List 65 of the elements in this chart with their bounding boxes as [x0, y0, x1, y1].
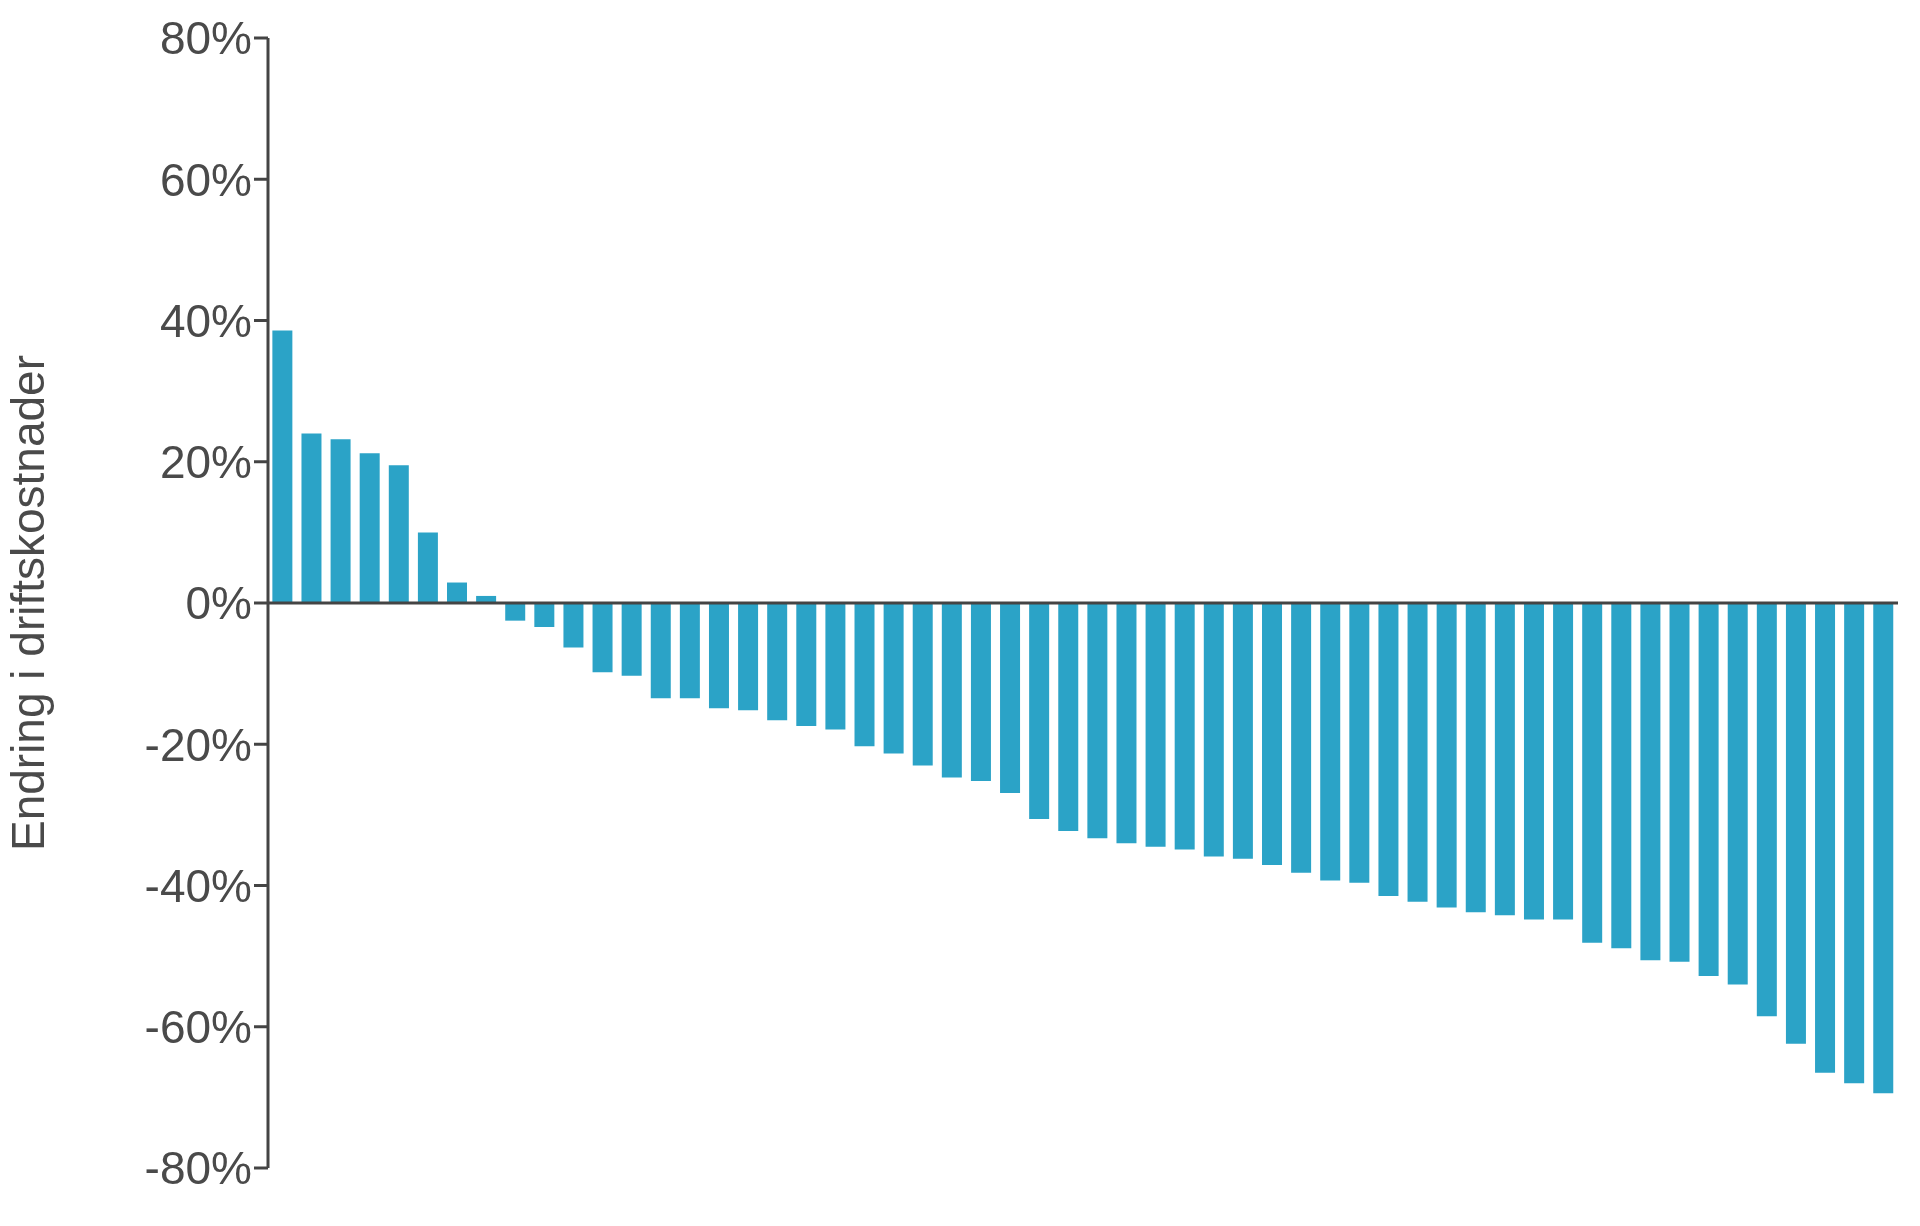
- bar: [330, 439, 351, 603]
- bar: [272, 330, 293, 603]
- bar: [854, 603, 875, 747]
- bar: [1756, 603, 1777, 1017]
- bar: [1087, 603, 1108, 839]
- y-tick-label: 20%: [159, 436, 252, 489]
- bar: [1174, 603, 1195, 850]
- bar: [767, 603, 788, 721]
- bar: [1873, 603, 1894, 1094]
- bar: [825, 603, 846, 730]
- bar: [1407, 603, 1428, 902]
- bar: [1029, 603, 1050, 820]
- bar: [1232, 603, 1253, 859]
- y-tick-label: -20%: [144, 718, 252, 771]
- bar: [301, 433, 322, 603]
- bar: [417, 532, 438, 603]
- y-tick-label: -60%: [144, 1001, 252, 1054]
- y-tick-label: 40%: [159, 294, 252, 347]
- y-tick-label: 0%: [185, 577, 252, 630]
- bar: [621, 603, 642, 676]
- y-tick-label: 60%: [159, 153, 252, 206]
- bar: [1436, 603, 1457, 908]
- bar: [534, 603, 555, 628]
- bar: [1116, 603, 1137, 844]
- bar: [563, 603, 584, 648]
- bar: [1000, 603, 1021, 793]
- bar: [708, 603, 729, 709]
- y-axis-title: Endring i driftskostnader: [2, 354, 55, 852]
- bar: [1611, 603, 1632, 949]
- bar: [679, 603, 700, 699]
- bar: [796, 603, 817, 726]
- bar: [359, 453, 380, 603]
- bar: [1553, 603, 1574, 920]
- bar: [970, 603, 991, 781]
- bar: [388, 465, 409, 603]
- bar: [1465, 603, 1486, 913]
- bar: [1203, 603, 1224, 857]
- bar: [1669, 603, 1690, 962]
- bar: [1815, 603, 1836, 1073]
- y-tick-label: -40%: [144, 859, 252, 912]
- bar: [1727, 603, 1748, 985]
- bar: [1523, 603, 1544, 920]
- bar: [447, 582, 468, 603]
- bar: [1058, 603, 1079, 832]
- bar: [1582, 603, 1603, 943]
- y-tick-label: 80%: [159, 12, 252, 65]
- bar: [1640, 603, 1661, 961]
- bar: [505, 603, 526, 621]
- bar: [883, 603, 904, 754]
- y-tick-label: -80%: [144, 1142, 252, 1195]
- bar: [1494, 603, 1515, 916]
- bar: [1320, 603, 1341, 881]
- bar: [1378, 603, 1399, 897]
- bar: [650, 603, 671, 699]
- bar: [1291, 603, 1312, 873]
- bar: [1349, 603, 1370, 883]
- bar: [738, 603, 759, 711]
- bar: [1262, 603, 1283, 866]
- bar: [1145, 603, 1166, 847]
- bar: [912, 603, 933, 766]
- bar: [941, 603, 962, 778]
- bar: [1844, 603, 1865, 1084]
- bar: [1698, 603, 1719, 976]
- bar: [592, 603, 613, 673]
- bar: [1785, 603, 1806, 1044]
